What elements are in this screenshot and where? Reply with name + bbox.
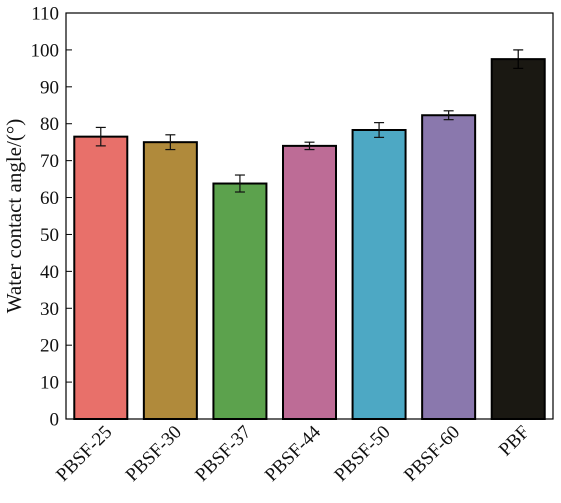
x-tick-label: PBSF-25	[52, 422, 116, 486]
y-tick-label: 100	[31, 40, 60, 61]
y-axis: 0 10 20 30 40 50 60 70 80 90 100 110	[31, 4, 72, 431]
x-tick-label: PBSF-30	[122, 422, 186, 486]
y-tick-label: 20	[40, 336, 59, 357]
x-tick-label: PBSF-37	[191, 422, 255, 486]
bar-pbsf-25	[73, 135, 129, 421]
y-tick-label: 70	[40, 151, 59, 172]
bar-pbsf-50	[351, 129, 407, 420]
y-tick-label: 40	[40, 262, 59, 283]
y-tick-label: 60	[40, 188, 59, 209]
error-bars-layer	[95, 49, 524, 193]
y-tick-label: 50	[40, 225, 59, 246]
y-tick-label: 0	[50, 410, 60, 431]
y-tick-label: 30	[40, 299, 59, 320]
bar-pbsf-60	[421, 114, 477, 420]
y-axis-title: Water contact angle/(°)	[2, 119, 26, 313]
y-tick-label: 80	[40, 114, 59, 135]
x-tick-label: PBSF-50	[330, 422, 394, 486]
bar-pbsf-37	[212, 182, 268, 420]
bars-layer	[73, 58, 546, 421]
x-tick-label: PBSF-60	[400, 422, 464, 486]
x-tick-label: PBSF-44	[261, 421, 325, 485]
y-tick-label: 10	[40, 373, 59, 394]
x-axis: PBSF-25 PBSF-30 PBSF-37 PBSF-44 PBSF-50 PBSF-…	[52, 421, 534, 485]
bar-pbsf-44	[282, 144, 337, 420]
plot-frame	[65, 12, 554, 420]
y-tick-label: 110	[31, 4, 59, 25]
bar-pbf	[490, 58, 546, 421]
bar-pbsf-30	[142, 141, 198, 420]
y-tick-label: 90	[40, 77, 59, 98]
x-tick-label: PBF	[495, 422, 534, 461]
